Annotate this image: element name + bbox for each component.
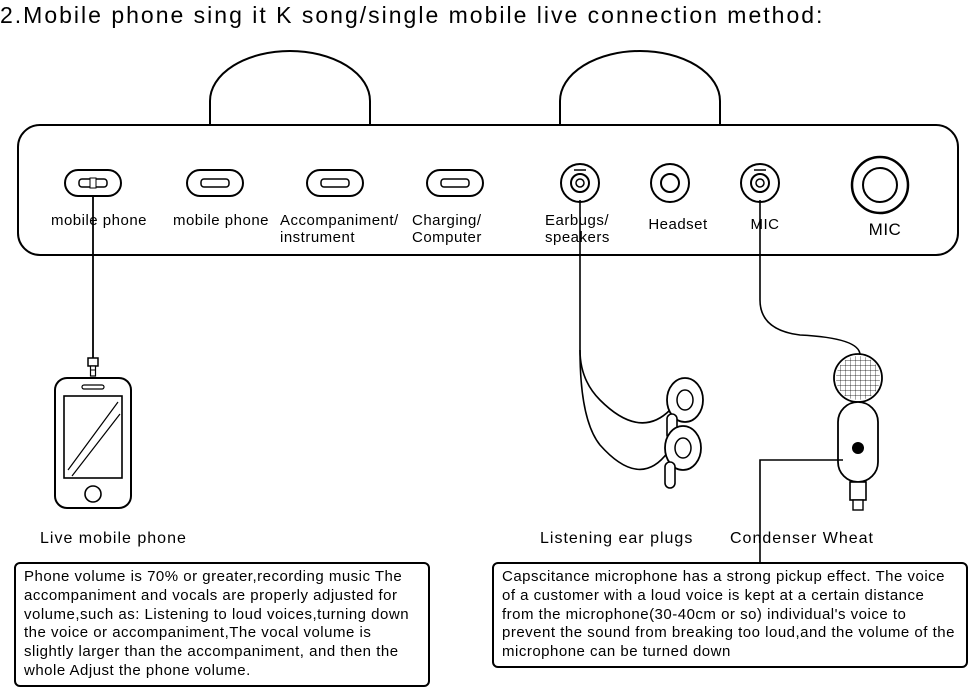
port-accomp — [307, 170, 363, 196]
label-port-phone2: mobile phone — [166, 212, 276, 229]
label-port-earbugs: Earbugs/speakers — [545, 212, 625, 247]
port-phone1 — [65, 170, 121, 196]
label-device-earbuds: Listening ear plugs — [540, 530, 693, 548]
knob-left — [210, 51, 370, 125]
label-port-mic1: MIC — [740, 216, 790, 233]
port-phone2 — [187, 170, 243, 196]
label-port-accomp: Accompaniment/instrument — [280, 212, 410, 247]
label-device-mic: Condenser Wheat — [730, 530, 874, 548]
port-headset — [651, 164, 689, 202]
knob-right — [560, 51, 720, 125]
label-port-charge: Charging/Computer — [412, 212, 512, 247]
port-mic2 — [852, 157, 908, 213]
note-right: Capscitance microphone has a strong pick… — [492, 562, 968, 668]
label-port-mic2: MIC — [850, 220, 920, 240]
port-charge — [427, 170, 483, 196]
label-device-phone: Live mobile phone — [40, 530, 187, 548]
device-phone — [55, 378, 131, 508]
port-mic1 — [741, 164, 779, 202]
label-port-headset: Headset — [638, 216, 718, 233]
note-left: Phone volume is 70% or greater,recording… — [14, 562, 430, 687]
earbud-right — [665, 426, 701, 488]
port-earbugs — [561, 164, 599, 202]
label-port-phone1: mobile phone — [44, 212, 154, 229]
